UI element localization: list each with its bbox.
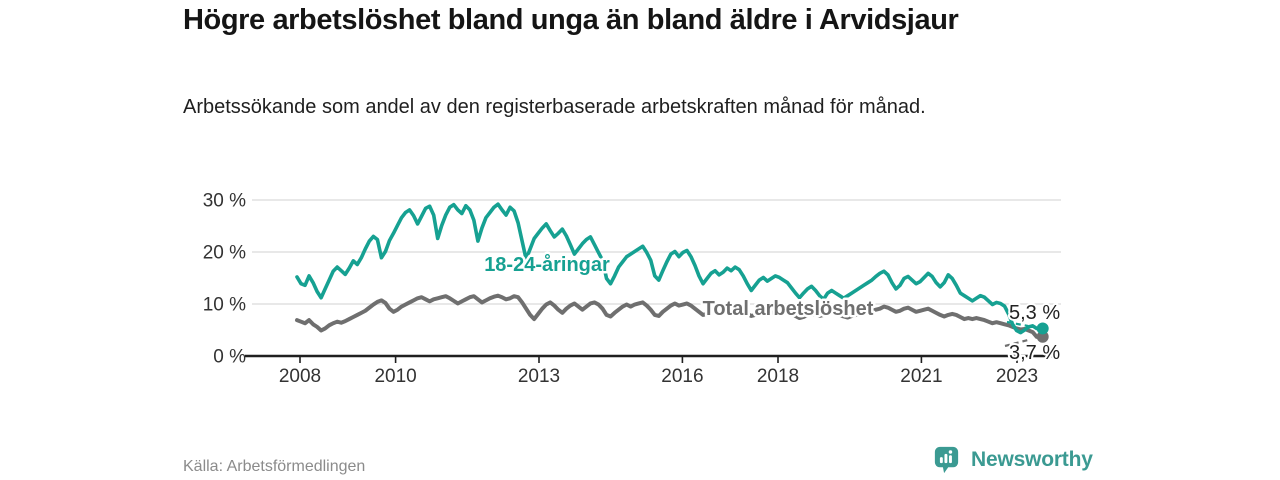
youth-series-label: 18-24-åringar <box>484 253 610 276</box>
newsworthy-logo-icon <box>934 446 959 474</box>
newsworthy-brand: Newsworthy <box>931 444 1093 475</box>
total-endpoint-dot <box>1036 330 1049 343</box>
youth-end-value-label: 5,3 % <box>1009 302 1060 324</box>
x-axis-tick-label: 2018 <box>757 366 799 387</box>
y-axis-tick-label: 0 % <box>213 347 246 368</box>
total-series-line <box>295 293 1039 339</box>
x-axis-tick-label: 2021 <box>900 366 942 387</box>
newsworthy-wordmark: Newsworthy <box>971 447 1093 471</box>
source-note: Källa: Arbetsförmedlingen <box>183 458 366 475</box>
y-axis-tick-label: 20 % <box>203 243 246 264</box>
x-axis-tick-label: 2013 <box>518 366 560 387</box>
end-label-leader-line <box>1004 338 1029 348</box>
total-end-value-label: 3,7 % <box>1009 342 1060 364</box>
y-axis-tick-label: 10 % <box>203 295 246 316</box>
x-axis-tick-label: 2010 <box>374 366 416 387</box>
x-axis-tick-label: 2008 <box>279 366 321 387</box>
end-label-leader-line <box>1006 320 1029 328</box>
total-series-label: Total arbetslöshet <box>703 298 874 320</box>
chart-subtitle: Arbetssökande som andel av den registerb… <box>183 96 926 118</box>
page-title: Högre arbetslöshet bland unga än bland ä… <box>183 4 959 36</box>
youth-endpoint-dot <box>1036 322 1049 335</box>
y-axis-tick-label: 30 % <box>203 191 246 212</box>
x-axis-tick-label: 2023 <box>996 366 1038 387</box>
youth-series-line <box>295 202 1039 335</box>
x-axis-tick-label: 2016 <box>661 366 703 387</box>
